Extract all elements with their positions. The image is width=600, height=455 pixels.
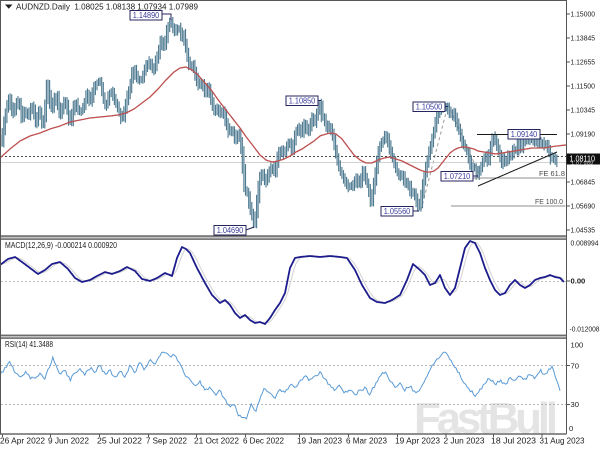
svg-text:1.09190: 1.09190 [571,130,596,139]
svg-text:6 Dec 2022: 6 Dec 2022 [243,437,285,446]
svg-text:1.05560: 1.05560 [384,207,411,216]
svg-text:1.10345: 1.10345 [571,106,596,115]
svg-text:100: 100 [571,341,584,350]
svg-text:30: 30 [571,400,579,409]
svg-text:1.11500: 1.11500 [571,82,596,91]
svg-text:1.09140: 1.09140 [511,130,538,139]
svg-text:25 Jul 2022: 25 Jul 2022 [97,437,143,446]
svg-text:1.13845: 1.13845 [571,34,596,43]
svg-text:21 Oct 2022: 21 Oct 2022 [194,437,240,446]
svg-text:1.04535: 1.04535 [571,226,596,235]
svg-text:9 Jun 2022: 9 Jun 2022 [48,437,90,446]
svg-text:FE 61.8: FE 61.8 [539,169,565,178]
svg-text:FE 100.0: FE 100.0 [535,197,563,206]
svg-text:1.14890: 1.14890 [133,11,160,20]
svg-text:0.008994: 0.008994 [571,239,599,248]
svg-text:19 Jan 2023: 19 Jan 2023 [297,437,343,446]
svg-text:19 Apr 2023: 19 Apr 2023 [395,437,441,446]
svg-text:6 Mar 2023: 6 Mar 2023 [346,437,388,446]
svg-text:26 Apr 2022: 26 Apr 2022 [0,437,46,446]
svg-text:1.15000: 1.15000 [571,10,596,19]
svg-text:RSI(14) 41.3488: RSI(14) 41.3488 [5,340,53,349]
svg-text:AUDNZD.Daily 1.08025 1.08138: AUDNZD.Daily 1.08025 1.08138 1.07934 1.0… [16,2,198,12]
svg-text:-0.012008: -0.012008 [570,325,600,334]
svg-text:MACD(12,26,9) -0.000214 0.0009: MACD(12,26,9) -0.000214 0.000920 [5,241,118,250]
svg-text:1.07 989: 1.07 989 [571,160,594,165]
svg-text:1.04690: 1.04690 [217,226,244,235]
svg-text:1.05690: 1.05690 [571,202,596,211]
svg-text:31 Aug 2023: 31 Aug 2023 [540,437,586,446]
svg-text:2 Jun 2023: 2 Jun 2023 [444,437,486,446]
svg-text:18 Jul 2023: 18 Jul 2023 [491,437,537,446]
svg-text:7 Sep 2022: 7 Sep 2022 [146,437,188,446]
svg-text:0: 0 [569,424,573,433]
svg-text:0.00: 0.00 [571,277,586,286]
svg-text:1.07210: 1.07210 [444,172,471,181]
svg-text:1.10500: 1.10500 [416,102,443,111]
svg-text:1.12655: 1.12655 [571,58,596,67]
svg-text:1.06845: 1.06845 [571,178,596,187]
svg-text:70: 70 [571,362,579,371]
svg-text:1.10850: 1.10850 [289,96,316,105]
